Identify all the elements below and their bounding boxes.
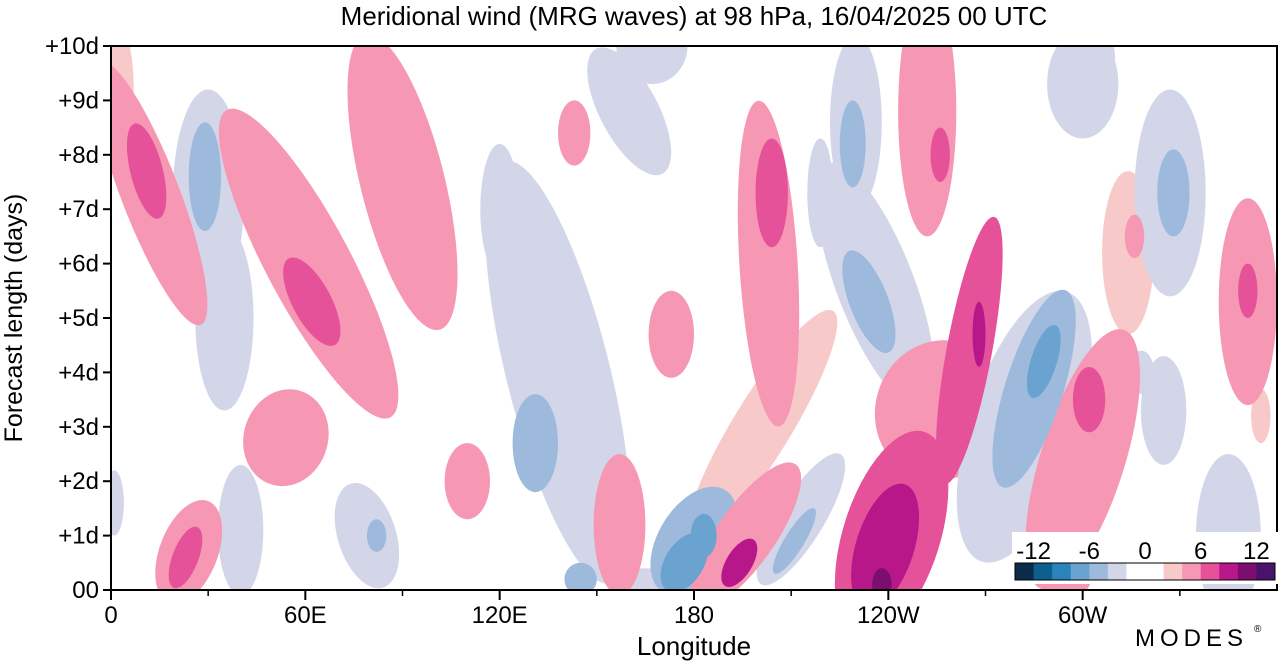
y-axis-label: Forecast length (days) bbox=[0, 194, 28, 443]
negative-anomaly-contour-50 bbox=[188, 122, 222, 231]
colorbar-swatch-9 bbox=[1182, 563, 1202, 580]
positive-anomaly-contour-55 bbox=[935, 216, 1003, 485]
y-tick-label-9: +9d bbox=[58, 87, 99, 114]
negative-anomaly-contour-2 bbox=[111, 470, 124, 536]
colorbar-label-0: 0 bbox=[1138, 538, 1151, 565]
negative-anomaly-contour-3 bbox=[217, 464, 264, 590]
y-tick-label-6: +6d bbox=[58, 251, 99, 278]
negative-anomaly-contour-40 bbox=[366, 519, 387, 552]
colorbar-swatch-6 bbox=[1126, 563, 1146, 580]
colorbar-swatch-4 bbox=[1089, 563, 1109, 580]
negative-anomaly-contour-47 bbox=[839, 100, 866, 188]
y-tick-label-8: +8d bbox=[58, 142, 99, 169]
negative-anomaly-contour-4 bbox=[334, 482, 400, 589]
colorbar-label-12: 12 bbox=[1243, 538, 1270, 565]
colorbar-frame bbox=[1014, 562, 1276, 581]
y-tick-label-10: +10d bbox=[45, 33, 99, 60]
colorbar-swatch-11 bbox=[1219, 563, 1239, 580]
positive-anomaly-contour-26 bbox=[444, 443, 490, 520]
colorbar-swatch-7 bbox=[1145, 563, 1164, 580]
y-tick-label-3: +3d bbox=[58, 414, 99, 441]
negative-anomaly-contour-8 bbox=[587, 47, 672, 176]
positive-anomaly-contour-11 bbox=[686, 309, 838, 544]
negative-anomaly-contour-46 bbox=[772, 508, 816, 574]
colorbar-swatch-3 bbox=[1070, 563, 1090, 580]
y-tick-label-0: 00 bbox=[72, 577, 99, 604]
negative-anomaly-contour-41 bbox=[512, 394, 558, 493]
positive-anomaly-contour-23 bbox=[218, 108, 399, 419]
negative-anomaly-contour-59 bbox=[1157, 149, 1190, 237]
positive-anomaly-contour-28 bbox=[648, 290, 694, 378]
negative-anomaly-contour-53 bbox=[842, 250, 896, 353]
colorbar-label--12: -12 bbox=[1016, 538, 1051, 565]
colorbar-swatch-1 bbox=[1033, 563, 1053, 580]
negative-anomaly-contour-17 bbox=[1089, 46, 1116, 79]
positive-anomaly-contour-56 bbox=[930, 127, 950, 182]
positive-anomaly-contour-69 bbox=[872, 568, 892, 590]
colorbar: -12 -6 0 6 12 bbox=[1012, 532, 1278, 584]
colorbar-swatch-8 bbox=[1163, 563, 1183, 580]
positive-anomaly-contour-60 bbox=[1238, 263, 1258, 318]
plot-frame bbox=[110, 45, 1278, 591]
positive-anomaly-contour-62 bbox=[168, 526, 203, 589]
colorbar-swatch-12 bbox=[1237, 563, 1257, 580]
positive-anomaly-contour-25 bbox=[347, 46, 458, 331]
wind-field bbox=[111, 46, 1277, 590]
x-axis: 0 60E 120E 180 120W 60W bbox=[104, 590, 1181, 629]
colorbar-swatch-10 bbox=[1200, 563, 1220, 580]
x-tick-label-60E: 60E bbox=[284, 602, 327, 629]
x-tick-label-0: 0 bbox=[104, 602, 117, 629]
positive-anomaly-contour-51 bbox=[283, 257, 341, 346]
y-tick-label-2: +2d bbox=[58, 468, 99, 495]
colorbar-swatch-0 bbox=[1015, 563, 1034, 580]
positive-anomaly-contour-61 bbox=[126, 123, 167, 219]
y-tick-label-4: +4d bbox=[58, 359, 99, 386]
colorbar-label-6: 6 bbox=[1194, 538, 1207, 565]
positive-anomaly-contour-67 bbox=[851, 483, 920, 590]
positive-anomaly-contour-33 bbox=[898, 46, 957, 237]
negative-anomaly-contour-7 bbox=[485, 160, 631, 584]
y-axis: 00 +1d +2d +3d +4d +5d +6d +7d +8d +9d +10d bbox=[45, 33, 111, 604]
positive-anomaly-contour-65 bbox=[721, 538, 758, 587]
modes-registered-mark: ® bbox=[1254, 624, 1262, 635]
chart-title: Meridional wind (MRG waves) at 98 hPa, 1… bbox=[341, 1, 1048, 31]
positive-anomaly-contour-24 bbox=[243, 389, 329, 487]
negative-anomaly-contour-43 bbox=[564, 562, 597, 590]
negative-anomaly-contour-66 bbox=[1026, 324, 1061, 399]
x-axis-label: Longitude bbox=[637, 631, 751, 661]
positive-anomaly-contour-44 bbox=[690, 462, 802, 590]
negative-anomaly-contour-64 bbox=[660, 533, 709, 590]
positive-anomaly-contour-45 bbox=[745, 280, 766, 346]
y-tick-label-5: +5d bbox=[58, 305, 99, 332]
positive-anomaly-contour-29 bbox=[593, 454, 646, 590]
positive-anomaly-contour-20 bbox=[1251, 388, 1271, 444]
x-tick-label-180: 180 bbox=[674, 602, 714, 629]
positive-anomaly-contour-27 bbox=[558, 100, 591, 166]
modes-logo: MODES bbox=[1135, 625, 1248, 652]
colorbar-swatch-13 bbox=[1256, 563, 1276, 580]
positive-anomaly-contour-58 bbox=[1072, 367, 1106, 433]
negative-anomaly-contour-9 bbox=[616, 46, 688, 85]
positive-anomaly-contour-48 bbox=[1124, 214, 1145, 259]
y-tick-label-1: +1d bbox=[58, 523, 99, 550]
colorbar-swatch-2 bbox=[1052, 563, 1072, 580]
x-tick-label-120E: 120E bbox=[472, 602, 528, 629]
y-tick-label-7: +7d bbox=[58, 196, 99, 223]
positive-anomaly-contour-52 bbox=[755, 138, 788, 248]
colorbar-swatch-5 bbox=[1107, 563, 1127, 580]
positive-anomaly-contour-68 bbox=[972, 301, 986, 367]
colorbar-label--6: -6 bbox=[1079, 538, 1100, 565]
x-tick-label-120W: 120W bbox=[857, 602, 920, 629]
x-tick-label-60W: 60W bbox=[1058, 602, 1108, 629]
